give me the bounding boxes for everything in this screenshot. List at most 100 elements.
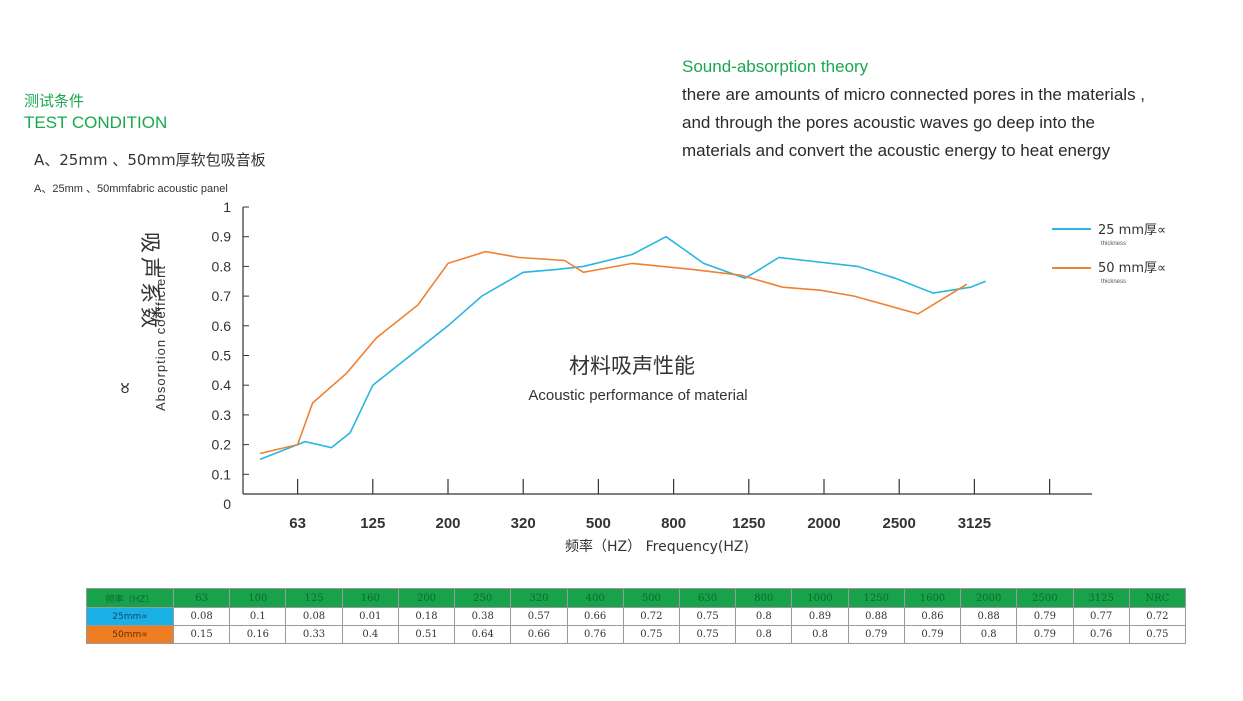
legend-sub-25: thickness xyxy=(1101,241,1126,247)
y-tick-label: 0.1 xyxy=(212,466,232,482)
table-cell: 0.64 xyxy=(454,625,512,644)
table-header-cell: 630 xyxy=(678,588,737,608)
series-line-50mm xyxy=(259,250,968,455)
table-cell: 0.33 xyxy=(285,625,343,644)
table-cell: 0.8 xyxy=(735,625,793,644)
table-cell: 0.66 xyxy=(510,625,568,644)
x-tick-label: 2500 xyxy=(883,515,916,532)
table-cell: 0.08 xyxy=(285,607,343,626)
table-row-label: 25mm∝ xyxy=(86,607,174,626)
table-header-cell: 2000 xyxy=(960,588,1018,608)
table-cell: 0.88 xyxy=(960,607,1018,626)
y-tick-label: 0.8 xyxy=(212,258,232,274)
table-cell: 0.38 xyxy=(454,607,512,626)
table-cell: 0.8 xyxy=(735,607,793,626)
xlabel: 频率（HZ） Frequency(HZ) xyxy=(565,538,749,555)
ylabel-en: Absorption coefficient xyxy=(153,265,168,411)
table-header-cell: 500 xyxy=(622,588,680,608)
y-tick-label: 0.9 xyxy=(212,229,232,245)
table-cell: 0.79 xyxy=(847,625,905,644)
legend-label-50: 50 mm厚∝ xyxy=(1098,261,1166,276)
ylabel-symbol: ∝ xyxy=(112,381,136,395)
y-tick-label: 1 xyxy=(223,199,231,215)
table-row: 50mm∝ 0.15 0.16 0.33 0.4 0.51 0.64 0.66 0.76 0.75… xyxy=(86,625,1187,644)
y-tick-label: 0.6 xyxy=(212,318,232,334)
table-header-cell: 1250 xyxy=(847,588,905,608)
table-cell: 0.4 xyxy=(341,625,399,644)
table-header-cell: 160 xyxy=(341,588,399,608)
test-condition-title-en: TEST CONDITION xyxy=(24,113,168,132)
x-tick-label: 500 xyxy=(586,515,611,532)
table-cell: 0.66 xyxy=(566,607,624,626)
y-tick-label: 0 xyxy=(223,496,231,512)
material-description-cn: A、25mm 、50mm厚软包吸音板 xyxy=(34,151,266,169)
test-condition-title-cn: 测试条件 xyxy=(24,92,85,110)
table-cell: 0.72 xyxy=(622,607,680,626)
table-cell: 0.57 xyxy=(510,607,568,626)
table-row-label: 50mm∝ xyxy=(86,625,174,644)
table-header-cell: 125 xyxy=(285,588,343,608)
x-tick-label: 200 xyxy=(435,515,460,532)
table-header-cell: 320 xyxy=(510,588,568,608)
table-cell: 0.88 xyxy=(847,607,905,626)
absorption-data-table: 频率（HZ） 63 100 125 160 200 250 320 400 500 630 800 10… xyxy=(86,588,1187,644)
table-cell: 0.75 xyxy=(622,625,680,644)
table-header-cell: 800 xyxy=(735,588,793,608)
table-cell: 0.79 xyxy=(903,625,962,644)
table-cell: 0.51 xyxy=(397,625,456,644)
table-header-row: 频率（HZ） 63 100 125 160 200 250 320 400 500 630 800 10… xyxy=(86,588,1187,608)
table-cell: 0.89 xyxy=(791,607,849,626)
x-tick-label: 3125 xyxy=(958,515,991,532)
y-tick-label: 0.5 xyxy=(212,348,232,364)
y-tick-label: 0.7 xyxy=(212,288,232,304)
table-cell: 0.18 xyxy=(397,607,456,626)
table-header-cell: 1600 xyxy=(903,588,962,608)
table-cell: 0.08 xyxy=(172,607,231,626)
table-header-cell: 100 xyxy=(229,588,287,608)
table-cell: 0.79 xyxy=(1016,607,1074,626)
table-cell: 0.75 xyxy=(678,607,737,626)
absorption-line-chart: 0 0.1 0.2 0.3 0.4 0.5 0.6 0.7 0.8 0.9 1 63 125 200 32… xyxy=(112,199,1166,555)
table-cell: 0.75 xyxy=(678,625,737,644)
chart-title: 材料吸声性能 xyxy=(569,354,695,378)
table-header-cell: 3125 xyxy=(1072,588,1130,608)
table-header-cell: 250 xyxy=(454,588,512,608)
theory-line: there are amounts of micro connected por… xyxy=(682,85,1146,104)
table-cell: 0.16 xyxy=(229,625,287,644)
table-header-cell: 1000 xyxy=(791,588,849,608)
theory-line: materials and convert the acoustic energ… xyxy=(682,141,1111,160)
x-tick-label: 1250 xyxy=(732,515,765,532)
chart-subtitle: Acoustic performance of material xyxy=(528,387,747,404)
table-cell: 0.77 xyxy=(1072,607,1130,626)
table-cell: 0.86 xyxy=(903,607,962,626)
table-row: 25mm∝ 0.08 0.1 0.08 0.01 0.18 0.38 0.57 0.66 0.72… xyxy=(86,607,1187,626)
table-header-cell: 63 xyxy=(172,588,231,608)
chart-axes xyxy=(242,207,1092,495)
legend: 25 mm厚∝ thickness 50 mm厚∝ thickness xyxy=(1052,223,1166,285)
series-line-25mm xyxy=(259,235,986,461)
x-tick-label: 63 xyxy=(289,515,306,532)
material-description-en: A、25mm 、50mmfabric acoustic panel xyxy=(34,183,228,195)
legend-label-25: 25 mm厚∝ xyxy=(1098,223,1166,238)
legend-sub-50: thickness xyxy=(1101,279,1126,285)
y-tick-label: 0.4 xyxy=(212,377,232,393)
x-tick-label: 800 xyxy=(661,515,686,532)
table-cell: 0.8 xyxy=(960,625,1018,644)
table-header-cell: 2500 xyxy=(1016,588,1074,608)
y-tick-label: 0.3 xyxy=(212,407,232,423)
table-cell: 0.15 xyxy=(172,625,231,644)
table-header-cell: 400 xyxy=(566,588,624,608)
table-cell: 0.76 xyxy=(1072,625,1130,644)
ylabel-cn: 吸声系数 xyxy=(138,232,162,332)
x-tick-label: 2000 xyxy=(807,515,840,532)
x-tick-label: 320 xyxy=(511,515,536,532)
table-cell: 0.75 xyxy=(1128,625,1187,644)
table-header-cell: NRC xyxy=(1128,588,1187,608)
table-cell: 0.72 xyxy=(1128,607,1187,626)
table-cell: 0.79 xyxy=(1016,625,1074,644)
theory-line: and through the pores acoustic waves go … xyxy=(682,113,1096,132)
table-cell: 0.01 xyxy=(341,607,399,626)
table-header-cell: 200 xyxy=(397,588,456,608)
table-cell: 0.8 xyxy=(791,625,849,644)
table-cell: 0.1 xyxy=(229,607,287,626)
